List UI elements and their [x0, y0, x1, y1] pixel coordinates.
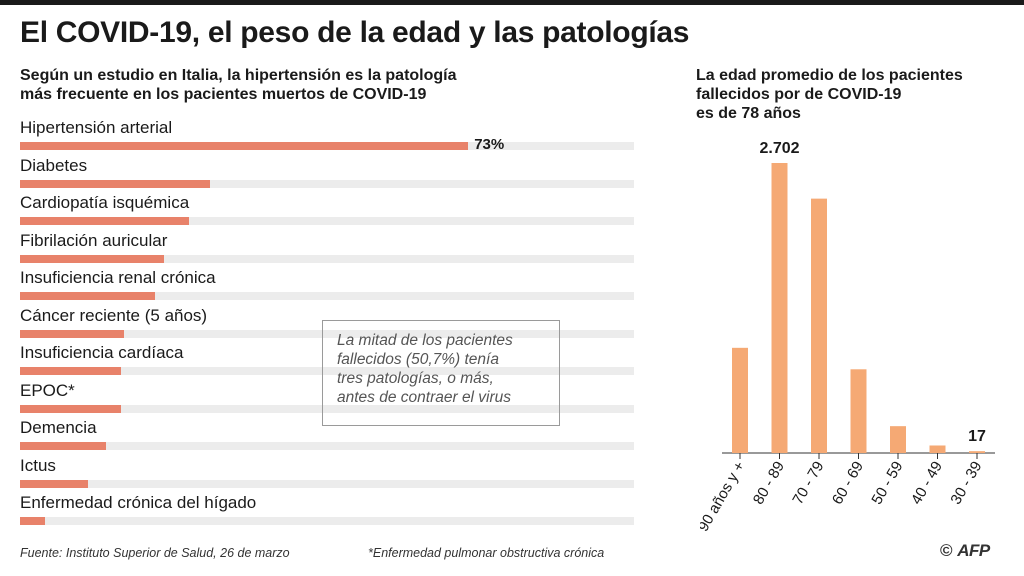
age-bar [850, 369, 867, 453]
pathology-row: Ictus [20, 456, 635, 494]
pathology-bar [20, 329, 125, 338]
pathology-label: Cáncer reciente (5 años) [20, 305, 208, 325]
pathology-label: Fibrilación auricular [20, 230, 168, 250]
age-tick-label: 30 - 39 [947, 459, 985, 508]
annotation-line1: La mitad de los pacientes [337, 332, 513, 349]
age-chart-title-line3: es de 78 años [696, 105, 801, 122]
annotation-line4: antes de contraer el virus [337, 389, 512, 406]
age-tick-label: 90 años y + [700, 458, 749, 534]
pathology-row: Hipertensión arterial 73% [20, 118, 635, 156]
age-bar [969, 451, 985, 453]
pathology-bar-track [20, 517, 634, 525]
pathology-bar-track [20, 329, 634, 338]
pathology-label: Demencia [20, 418, 97, 437]
pathology-label: Insuficiencia cardíaca [20, 343, 184, 362]
pathology-row: Cardiopatía isquémica [20, 193, 635, 231]
age-tick-label: 40 - 49 [908, 459, 946, 508]
age-tick-label: 80 - 89 [750, 459, 788, 508]
pathology-bar-track [20, 404, 634, 413]
afp-credit: © AFP [940, 541, 990, 561]
pathology-bar-track [20, 217, 634, 225]
copyright-symbol: © [940, 541, 953, 560]
pathology-row: Demencia [20, 418, 635, 456]
pathology-bar-track [20, 179, 634, 188]
pathology-bar [20, 142, 469, 150]
pathology-bar [20, 479, 88, 488]
pathology-row: Diabetes [20, 156, 635, 194]
footnote: *Enfermedad pulmonar obstructiva crónica [368, 546, 605, 560]
pathology-bar-track [20, 479, 634, 488]
pathology-bar [20, 404, 122, 413]
age-bar-chart: 90 años y +80 - 89 2.702 70 - 79 60 - 69 50 … [700, 140, 995, 535]
pathology-bar [20, 217, 189, 225]
page-title: El COVID-19, el peso de la edad y las pa… [20, 16, 690, 49]
pathology-chart-title: Según un estudio en Italia, la hipertens… [20, 66, 640, 104]
pathology-row: Fibrilación auricular [20, 231, 635, 269]
source-note: Fuente: Instituto Superior de Salud, 26 … [20, 546, 290, 560]
top-rule [0, 0, 1024, 5]
age-tick-label: 50 - 59 [868, 459, 906, 508]
pathology-bar [20, 367, 122, 375]
pathology-row: Enfermedad crónica del hígado [20, 493, 635, 531]
pathology-bar-track [20, 142, 634, 150]
pathology-bar [20, 179, 211, 188]
pathology-bar-chart: Hipertensión arterial 73% Diabetes Cardiopa… [20, 118, 635, 530]
pathology-row: Insuficiencia renal crónica [20, 268, 635, 306]
pathology-bar-track [20, 442, 634, 450]
annotation-line3: tres patologías, o más, [337, 370, 494, 387]
pathology-label: Enfermedad crónica del hígado [20, 493, 257, 512]
pathology-row: Insuficiencia cardíaca [20, 343, 635, 381]
pathology-row: Cáncer reciente (5 años) [20, 306, 635, 344]
afp-logo: AFP [957, 541, 990, 560]
age-bar [771, 163, 788, 453]
age-bar [811, 198, 827, 453]
pathology-bar-track [20, 254, 634, 263]
pathology-bar [20, 517, 45, 525]
age-chart-title: La edad promedio de los pacientes fallec… [696, 66, 1016, 123]
pathology-label: Diabetes [20, 155, 88, 175]
pathology-bar-track [20, 367, 634, 375]
annotation-box: La mitad de los pacientes fallecidos (50… [322, 320, 560, 426]
pathology-bar [20, 292, 156, 300]
annotation-line2: fallecidos (50,7%) tenía [337, 351, 499, 368]
pathology-label: Ictus [20, 455, 56, 475]
age-chart-title-line1: La edad promedio de los pacientes [696, 67, 963, 84]
age-tick-label: 70 - 79 [789, 459, 827, 508]
pathology-bar [20, 254, 165, 263]
pathology-label: Cardiopatía isquémica [20, 193, 190, 212]
age-bar [732, 347, 748, 453]
pathology-bar-track [20, 292, 634, 300]
pathology-chart-title-line1: Según un estudio en Italia, la hipertens… [20, 67, 457, 84]
age-value-label: 2.702 [759, 140, 799, 157]
pathology-label: Insuficiencia renal crónica [20, 268, 216, 287]
pathology-bar [20, 442, 106, 450]
pathology-value-label: 73% [474, 136, 505, 153]
pathology-row: EPOC* [20, 381, 635, 419]
pathology-chart-title-line2: más frecuente en los pacientes muertos d… [20, 86, 427, 103]
age-chart-title-line2: fallecidos por de COVID-19 [696, 86, 902, 103]
age-bar [929, 445, 946, 453]
age-tick-label: 60 - 69 [829, 459, 867, 508]
pathology-label: Hipertensión arterial [20, 118, 173, 137]
age-bar [890, 426, 906, 453]
pathology-label: EPOC* [20, 380, 75, 400]
age-value-label: 17 [968, 428, 986, 445]
